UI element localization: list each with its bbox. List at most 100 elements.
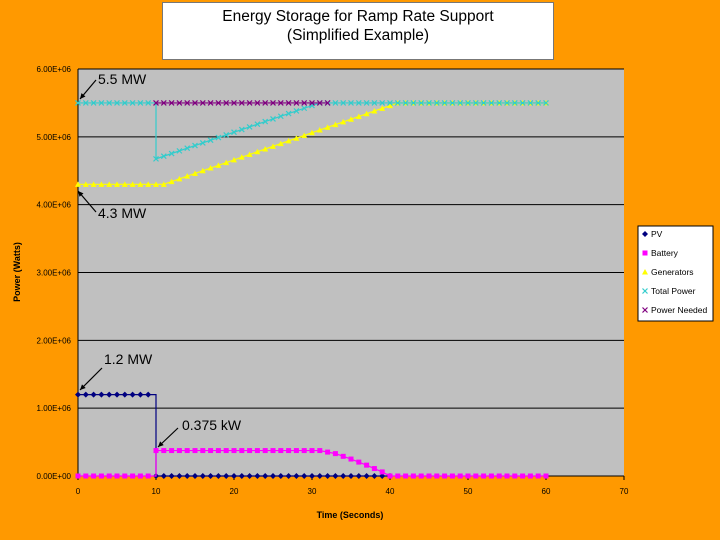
power-needed-point: [199, 99, 206, 106]
total-power-point: [199, 139, 206, 146]
battery-point: [176, 448, 182, 454]
battery-point: [145, 473, 151, 479]
total-power-point: [363, 99, 370, 106]
battery-point: [169, 448, 175, 454]
generators-point: [324, 124, 331, 130]
pv-point: [285, 473, 292, 479]
power-needed-point: [246, 99, 253, 106]
total-power-point: [114, 99, 120, 106]
callout-arrowhead: [78, 191, 84, 197]
y-tick-label: 2.00E+06: [37, 336, 72, 345]
total-power-point: [332, 99, 339, 106]
pv-point: [75, 391, 81, 398]
battery-point: [403, 473, 409, 479]
total-power-point: [254, 121, 261, 128]
generators-point: [293, 135, 300, 141]
battery-point: [114, 473, 120, 479]
pv-point: [277, 473, 284, 479]
pv-point: [121, 391, 128, 398]
generators-point: [332, 121, 339, 128]
battery-point: [395, 473, 401, 479]
pv-point: [246, 473, 253, 479]
battery-point: [130, 473, 136, 479]
total-power-point: [192, 142, 198, 149]
generators-point: [363, 110, 370, 117]
battery-point: [153, 448, 159, 454]
pv-point: [207, 473, 214, 479]
pv-point: [340, 473, 347, 479]
total-power-point: [441, 99, 448, 106]
y-tick-label: 1.00E+06: [37, 404, 72, 413]
battery-point: [278, 448, 284, 454]
generators-point: [355, 113, 362, 119]
series-battery: [75, 448, 549, 479]
total-power-point: [238, 126, 245, 133]
pv-point: [309, 473, 315, 479]
generators-point: [160, 181, 167, 187]
total-power-point: [176, 147, 183, 154]
x-tick-label: 10: [152, 487, 161, 496]
pv-point: [371, 473, 378, 479]
total-power-point: [137, 99, 144, 106]
battery-point: [208, 448, 214, 454]
battery-point: [137, 473, 143, 479]
generators-point: [121, 181, 128, 187]
generators-point: [309, 129, 315, 136]
battery-point: [481, 473, 487, 479]
y-tick-label: 5.00E+06: [37, 133, 72, 142]
battery-point: [254, 448, 260, 454]
total-power-point: [160, 153, 167, 160]
callout-label: 0.375 kW: [182, 417, 242, 433]
total-power-point: [231, 129, 237, 136]
power-needed-point: [192, 99, 198, 106]
generators-point: [223, 159, 230, 166]
total-power-point: [418, 99, 425, 106]
power-needed-point: [262, 99, 269, 106]
callout-label: 1.2 MW: [104, 351, 153, 367]
power-needed-point: [176, 99, 183, 106]
battery-point: [364, 462, 370, 468]
legend-label-pv: PV: [651, 229, 663, 239]
total-power-point: [504, 99, 510, 106]
total-power-point: [527, 99, 534, 106]
generators-point: [254, 148, 261, 155]
generators-point: [301, 132, 308, 138]
battery-point: [309, 448, 315, 454]
power-needed-point: [231, 99, 237, 106]
callout-arrowhead: [80, 93, 86, 99]
chart-title-box: Energy Storage for Ramp Rate Support (Si…: [162, 2, 554, 60]
generators-point: [106, 181, 113, 187]
legend: PV Battery Generators Total Power Power Need…: [637, 225, 714, 322]
total-power-point: [496, 99, 503, 106]
battery-point: [301, 448, 307, 454]
generators-point: [316, 127, 323, 133]
battery-point: [247, 448, 253, 454]
total-power-point: [543, 99, 549, 106]
power-needed-point: [160, 99, 167, 106]
pv-point: [332, 473, 339, 479]
generators-point: [199, 167, 206, 174]
generators-point: [285, 137, 292, 144]
total-power-point: [129, 99, 136, 106]
total-power-point: [465, 99, 471, 106]
generators-point: [348, 116, 354, 122]
callout-arrowhead: [80, 384, 86, 390]
total-power-point: [387, 99, 393, 106]
total-power-point: [90, 99, 97, 106]
legend-marker-battery: [642, 250, 648, 256]
total-power-point: [246, 123, 253, 130]
total-power-point: [519, 99, 526, 106]
legend-box: [637, 225, 714, 322]
pv-point: [363, 473, 370, 479]
total-power-point: [262, 118, 269, 125]
power-needed-point: [153, 99, 159, 106]
power-needed-point: [293, 99, 300, 106]
battery-point: [418, 473, 424, 479]
generators-point: [129, 181, 136, 187]
total-power-point: [457, 99, 464, 106]
pv-point: [90, 391, 97, 398]
battery-point: [527, 473, 533, 479]
generators-point: [207, 165, 214, 171]
total-power-point: [277, 113, 284, 120]
pv-point: [129, 391, 136, 398]
